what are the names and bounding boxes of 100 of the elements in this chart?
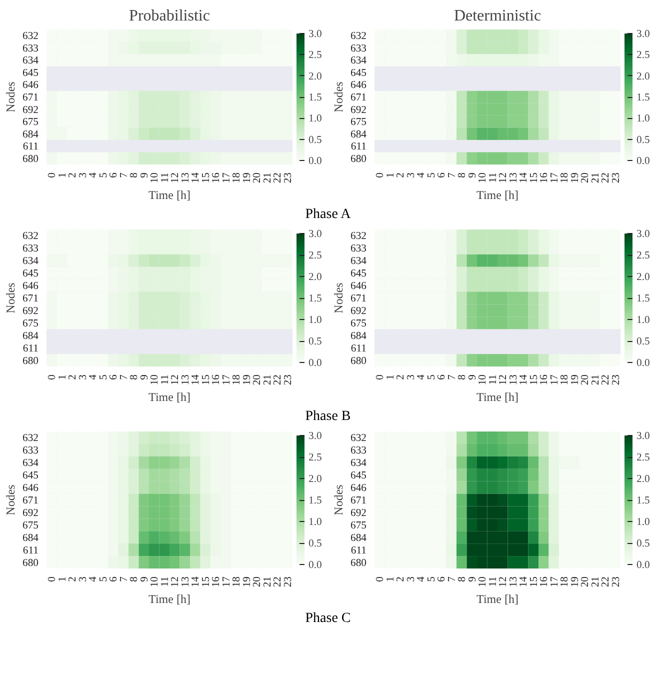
- y-tick-label: 633: [350, 244, 366, 255]
- x-tick-label: 20: [580, 576, 592, 588]
- x-tick-label: 8: [129, 576, 140, 582]
- x-tick-label: 21: [590, 576, 602, 588]
- x-tick-label: 1: [385, 172, 396, 178]
- y-tick-label: 645: [22, 268, 38, 280]
- x-tick-label: 21: [262, 172, 274, 184]
- y-tick-label: 611: [350, 142, 367, 153]
- x-tick-label: 23: [610, 172, 622, 184]
- x-tick-label: 13: [180, 576, 192, 588]
- y-tick-label: 611: [22, 142, 39, 153]
- x-tick-label: 16: [211, 172, 222, 184]
- y-tick-label: 634: [350, 56, 368, 67]
- y-tick-label: 671: [350, 496, 366, 506]
- x-tick-label: 20: [252, 172, 264, 184]
- y-tick-label: 633: [22, 446, 38, 457]
- y-tick-label: 633: [22, 43, 38, 54]
- y-tick-label: 634: [22, 256, 40, 268]
- color-bar-label: 1.0: [636, 517, 650, 528]
- x-tick-label: 14: [518, 374, 530, 386]
- x-tick-label: 10: [478, 374, 489, 386]
- x-tick-label: 15: [200, 374, 212, 386]
- x-tick-label: 7: [118, 374, 130, 380]
- x-tick-label: 5: [98, 172, 110, 178]
- y-tick-label: 692: [350, 104, 366, 116]
- x-tick-label: 23: [282, 374, 294, 386]
- y-tick-label: 675: [22, 520, 38, 532]
- x-tick-label: 0: [375, 172, 386, 178]
- y-tick-label: 646: [350, 80, 368, 92]
- color-bar-label: 2.5: [308, 250, 322, 262]
- x-tick-label: 22: [272, 576, 284, 588]
- x-tick-label: 17: [549, 374, 560, 386]
- y-tick-label: 645: [350, 68, 366, 79]
- y-tick-label: 645: [22, 68, 38, 79]
- x-tick-label: 18: [560, 172, 571, 184]
- color-bar-label: 0.5: [636, 134, 650, 146]
- color-bar-label: 3.0: [636, 229, 650, 240]
- y-tick-label: 646: [22, 281, 40, 292]
- x-tick-label: 18: [560, 374, 571, 386]
- x-tick-label: 1: [57, 172, 68, 178]
- y-tick-label: 634: [350, 458, 368, 470]
- x-tick-label: 14: [518, 172, 530, 184]
- x-axis-title: Time [h]: [476, 188, 518, 202]
- y-axis-title: Nodes: [332, 484, 346, 516]
- x-tick-label: 12: [498, 172, 510, 184]
- y-axis-title: Nodes: [4, 484, 18, 516]
- x-tick-label: 21: [262, 374, 274, 386]
- x-tick-label: 12: [170, 576, 182, 588]
- y-tick-label: 634: [22, 458, 40, 470]
- x-tick-label: 2: [396, 374, 407, 380]
- color-bar-label: 0.5: [636, 336, 650, 348]
- x-tick-label: 22: [272, 374, 284, 386]
- color-bar-label: 1.5: [308, 92, 322, 104]
- y-tick-label: 671: [22, 496, 38, 506]
- color-bar-label: 2.0: [308, 71, 322, 82]
- x-tick-label: 11: [488, 576, 499, 587]
- x-tick-label: 15: [528, 172, 540, 184]
- x-tick-label: 10: [150, 374, 161, 386]
- y-tick-label: 671: [22, 92, 38, 104]
- x-tick-label: 6: [108, 374, 120, 380]
- y-axis-title: Nodes: [332, 81, 346, 112]
- x-tick-label: 22: [272, 172, 284, 184]
- x-tick-label: 6: [436, 374, 448, 380]
- x-tick-label: 19: [242, 172, 253, 184]
- x-tick-label: 16: [539, 172, 550, 184]
- y-tick-label: 680: [22, 356, 38, 367]
- x-tick-label: 16: [539, 576, 550, 588]
- color-bar-label: 0.5: [308, 538, 322, 550]
- x-tick-label: 23: [282, 172, 294, 184]
- color-bar-label: 0.5: [308, 336, 322, 348]
- color-bar-label: 1.5: [636, 496, 650, 506]
- x-tick-label: 13: [180, 374, 192, 386]
- x-tick-label: 3: [78, 576, 89, 582]
- color-bar-label: 0.0: [308, 156, 322, 167]
- y-tick-label: 680: [350, 558, 366, 569]
- y-tick-label: 692: [22, 104, 38, 116]
- x-tick-label: 23: [610, 576, 622, 588]
- y-tick-label: 692: [22, 508, 38, 519]
- color-bar-label: 2.5: [308, 452, 322, 464]
- x-tick-label: 0: [47, 576, 58, 582]
- x-tick-label: 13: [508, 172, 520, 184]
- x-tick-label: 11: [160, 172, 171, 183]
- x-tick-label: 12: [498, 576, 510, 588]
- text: Phase B: [305, 408, 351, 426]
- color-bar-label: 3.0: [308, 431, 322, 442]
- x-tick-label: 7: [446, 172, 458, 178]
- y-tick-label: 611: [350, 545, 367, 556]
- x-tick-label: 9: [139, 374, 150, 380]
- x-tick-label: 2: [68, 374, 79, 380]
- y-axis-title: Nodes: [4, 81, 18, 112]
- color-bar-label: 1.0: [636, 114, 650, 125]
- x-tick-label: 11: [488, 374, 499, 385]
- x-tick-label: 14: [190, 576, 202, 588]
- x-tick-label: 13: [508, 576, 520, 588]
- x-tick-label: 12: [170, 374, 182, 386]
- x-tick-label: 5: [98, 374, 110, 380]
- y-tick-label: 646: [22, 80, 40, 92]
- color-bar-label: 2.5: [636, 452, 650, 464]
- x-tick-label: 5: [426, 374, 438, 380]
- color-bar-label: 2.0: [308, 272, 322, 283]
